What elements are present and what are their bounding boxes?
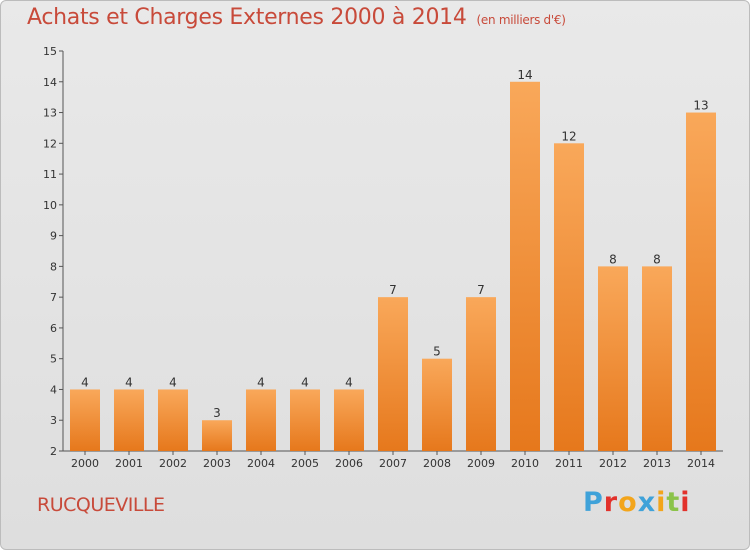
chart-title: Achats et Charges Externes 2000 à 2014 (e… bbox=[27, 5, 566, 30]
x-tick-label: 2008 bbox=[423, 457, 451, 470]
bar bbox=[598, 266, 628, 451]
data-label: 4 bbox=[301, 375, 309, 389]
data-label: 4 bbox=[257, 375, 265, 389]
data-label: 4 bbox=[125, 375, 133, 389]
bar bbox=[422, 358, 452, 451]
bar bbox=[202, 420, 232, 451]
data-label: 12 bbox=[561, 129, 576, 143]
y-tick-label: 7 bbox=[50, 291, 57, 304]
bar bbox=[554, 143, 584, 452]
y-tick-label: 9 bbox=[50, 230, 57, 243]
x-tick-label: 2013 bbox=[643, 457, 671, 470]
x-tick-label: 2005 bbox=[291, 457, 319, 470]
logo-letter: i bbox=[656, 487, 667, 518]
data-label: 8 bbox=[609, 252, 617, 266]
logo-letter: x bbox=[637, 487, 657, 518]
chart-subtitle: (en milliers d'€) bbox=[476, 13, 566, 27]
x-tick-label: 2010 bbox=[511, 457, 539, 470]
x-tick-label: 2014 bbox=[687, 457, 715, 470]
x-tick-label: 2006 bbox=[335, 457, 363, 470]
logo-letter: P bbox=[583, 487, 604, 518]
data-label: 7 bbox=[477, 283, 485, 297]
proxiti-logo: Proxiti bbox=[583, 487, 691, 518]
y-tick-label: 2 bbox=[50, 445, 57, 458]
x-tick-label: 2012 bbox=[599, 457, 627, 470]
bars bbox=[70, 81, 716, 452]
logo-letter: i bbox=[680, 487, 691, 518]
x-tick-label: 2002 bbox=[159, 457, 187, 470]
bar bbox=[334, 389, 364, 451]
logo-letter: r bbox=[603, 487, 619, 518]
bar bbox=[686, 112, 716, 452]
bar bbox=[158, 389, 188, 451]
data-label: 4 bbox=[345, 375, 353, 389]
y-tick-label: 14 bbox=[43, 76, 57, 89]
commune-name: RUCQUEVILLE bbox=[37, 494, 165, 516]
bar bbox=[246, 389, 276, 451]
data-label: 8 bbox=[653, 252, 661, 266]
y-tick-label: 5 bbox=[50, 353, 57, 366]
logo-letter: o bbox=[618, 487, 638, 518]
y-tick-label: 6 bbox=[50, 322, 57, 335]
x-tick-label: 2000 bbox=[71, 457, 99, 470]
y-tick-label: 15 bbox=[43, 45, 57, 58]
bar bbox=[642, 266, 672, 451]
x-tick-label: 2003 bbox=[203, 457, 231, 470]
y-tick-label: 12 bbox=[43, 137, 57, 150]
title-text: Achats et Charges Externes 2000 à 2014 bbox=[27, 5, 467, 30]
data-label: 5 bbox=[433, 345, 441, 359]
data-label: 4 bbox=[169, 375, 177, 389]
y-tick-label: 11 bbox=[43, 168, 57, 181]
bar bbox=[510, 81, 540, 452]
data-label: 7 bbox=[389, 283, 397, 297]
data-label: 13 bbox=[693, 99, 708, 113]
data-labels: 4 4 4 3 4 4 4 7 5 7 14 12 8 8 13 bbox=[81, 68, 708, 420]
bar bbox=[378, 297, 408, 451]
data-label: 4 bbox=[81, 375, 89, 389]
x-tick-label: 2007 bbox=[379, 457, 407, 470]
bar bbox=[70, 389, 100, 451]
y-tick-label: 13 bbox=[43, 107, 57, 120]
axes: 2 3 4 5 6 7 8 9 10 11 12 13 14 15 2000 2001 2002 2003 2004… bbox=[43, 45, 723, 470]
data-label: 3 bbox=[213, 406, 221, 420]
x-tick-label: 2011 bbox=[555, 457, 583, 470]
x-tick-label: 2009 bbox=[467, 457, 495, 470]
y-tick-label: 3 bbox=[50, 414, 57, 427]
y-tick-label: 4 bbox=[50, 383, 57, 396]
bar bbox=[466, 297, 496, 451]
y-tick-label: 8 bbox=[50, 260, 57, 273]
data-label: 14 bbox=[517, 68, 532, 82]
x-tick-label: 2001 bbox=[115, 457, 143, 470]
bar bbox=[290, 389, 320, 451]
y-tick-label: 10 bbox=[43, 199, 57, 212]
logo-letter: t bbox=[666, 487, 681, 518]
bar bbox=[114, 389, 144, 451]
x-tick-label: 2004 bbox=[247, 457, 275, 470]
